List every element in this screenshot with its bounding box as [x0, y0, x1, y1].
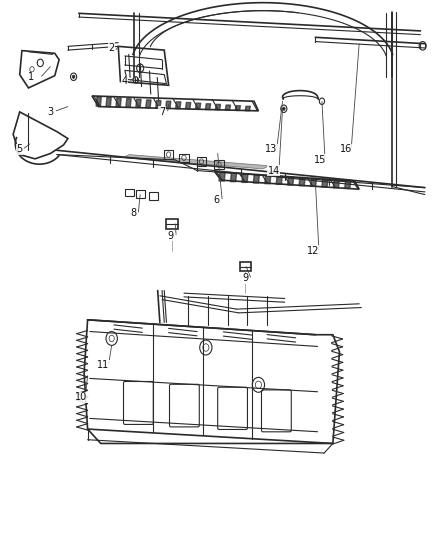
Polygon shape	[186, 102, 191, 109]
Bar	[214, 160, 224, 169]
Polygon shape	[106, 98, 111, 107]
Text: 1: 1	[28, 72, 34, 82]
Polygon shape	[322, 179, 328, 187]
Polygon shape	[136, 99, 141, 108]
Circle shape	[283, 107, 285, 110]
Text: 16: 16	[340, 144, 352, 154]
Text: 6: 6	[214, 195, 220, 205]
Polygon shape	[299, 177, 305, 185]
Text: 8: 8	[131, 208, 137, 218]
Polygon shape	[242, 174, 248, 182]
Polygon shape	[345, 180, 351, 188]
Polygon shape	[235, 106, 240, 110]
Text: 4: 4	[122, 76, 128, 86]
Polygon shape	[276, 176, 282, 184]
Text: 3: 3	[47, 107, 53, 117]
Text: 7: 7	[159, 107, 165, 117]
Polygon shape	[219, 173, 225, 181]
Text: 12: 12	[307, 246, 319, 255]
Polygon shape	[253, 175, 259, 183]
Bar	[136, 190, 145, 198]
Bar	[166, 219, 178, 229]
Polygon shape	[205, 104, 211, 109]
Text: 11: 11	[97, 360, 109, 370]
Polygon shape	[333, 180, 339, 188]
Text: 13: 13	[265, 144, 278, 154]
Circle shape	[72, 75, 75, 78]
Polygon shape	[195, 103, 201, 109]
Polygon shape	[311, 178, 317, 187]
Polygon shape	[225, 105, 230, 110]
Polygon shape	[288, 177, 294, 185]
Polygon shape	[215, 104, 221, 110]
Polygon shape	[155, 101, 161, 108]
Bar	[164, 150, 173, 159]
Polygon shape	[265, 175, 271, 184]
Polygon shape	[245, 106, 251, 111]
Bar	[149, 192, 158, 200]
Bar	[125, 189, 134, 196]
Text: 14: 14	[268, 166, 280, 175]
Polygon shape	[126, 99, 131, 107]
Polygon shape	[176, 102, 181, 109]
Text: 5: 5	[17, 144, 23, 154]
Text: 10: 10	[75, 392, 87, 402]
Text: 15: 15	[314, 155, 326, 165]
Polygon shape	[116, 98, 121, 107]
Polygon shape	[230, 173, 237, 182]
Bar	[179, 154, 189, 162]
Bar	[197, 157, 206, 166]
Polygon shape	[123, 155, 269, 169]
Text: 9: 9	[242, 273, 248, 283]
Polygon shape	[166, 101, 171, 108]
Polygon shape	[96, 97, 101, 106]
Text: 9: 9	[168, 231, 174, 240]
Polygon shape	[146, 100, 151, 108]
Bar	[240, 262, 251, 271]
Text: 2: 2	[109, 43, 115, 53]
